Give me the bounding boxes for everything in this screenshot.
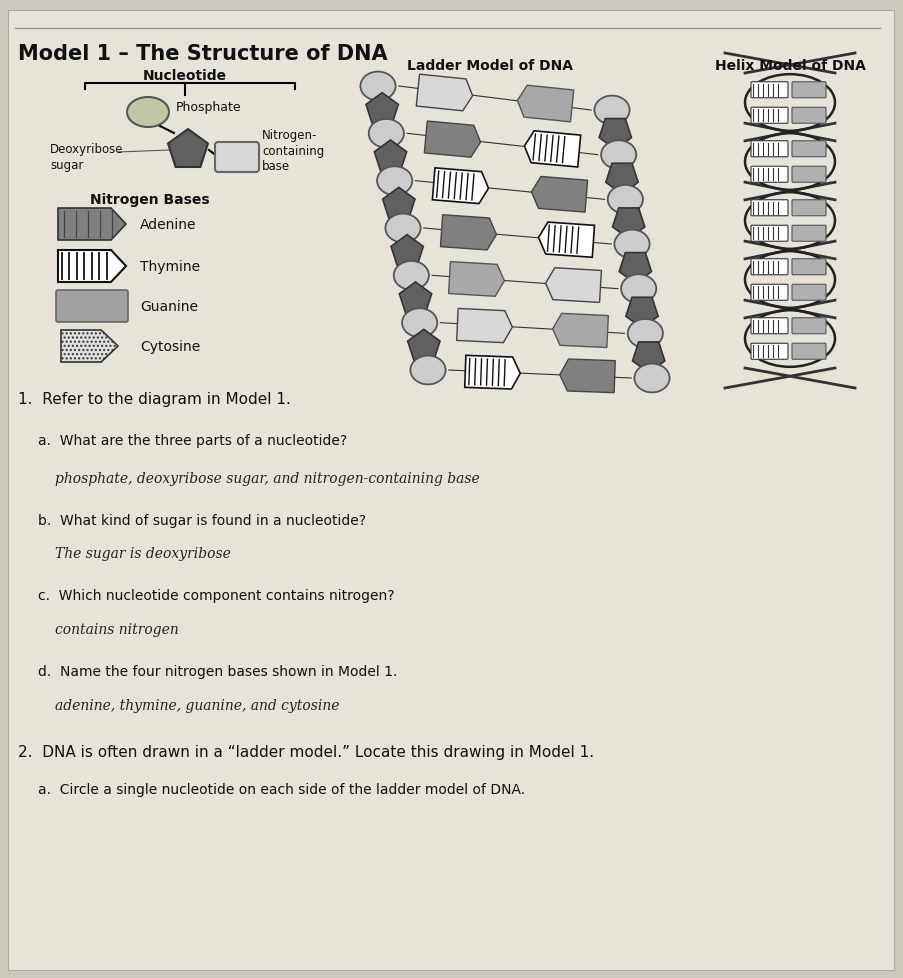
FancyBboxPatch shape bbox=[750, 226, 787, 242]
Polygon shape bbox=[440, 215, 496, 250]
Text: adenine, thymine, guanine, and cytosine: adenine, thymine, guanine, and cytosine bbox=[55, 698, 340, 712]
Polygon shape bbox=[432, 168, 488, 204]
Text: Helix Model of DNA: Helix Model of DNA bbox=[713, 59, 864, 73]
Text: Deoxyribose
sugar: Deoxyribose sugar bbox=[50, 143, 124, 171]
Polygon shape bbox=[605, 164, 638, 195]
FancyBboxPatch shape bbox=[750, 83, 787, 99]
Polygon shape bbox=[399, 283, 432, 313]
Text: Nitrogen Bases: Nitrogen Bases bbox=[90, 193, 209, 206]
Polygon shape bbox=[58, 208, 126, 241]
FancyBboxPatch shape bbox=[791, 109, 825, 124]
Polygon shape bbox=[625, 298, 657, 329]
Ellipse shape bbox=[402, 309, 437, 337]
Polygon shape bbox=[599, 119, 631, 151]
Text: Guanine: Guanine bbox=[140, 299, 198, 314]
Polygon shape bbox=[407, 330, 440, 361]
FancyBboxPatch shape bbox=[56, 290, 128, 323]
FancyBboxPatch shape bbox=[750, 167, 787, 183]
Text: d.  Name the four nitrogen bases shown in Model 1.: d. Name the four nitrogen bases shown in… bbox=[38, 664, 397, 679]
FancyBboxPatch shape bbox=[750, 319, 787, 334]
Polygon shape bbox=[619, 253, 651, 284]
Text: c.  Which nucleotide component contains nitrogen?: c. Which nucleotide component contains n… bbox=[38, 589, 394, 602]
Ellipse shape bbox=[620, 275, 656, 304]
Ellipse shape bbox=[627, 320, 662, 348]
FancyBboxPatch shape bbox=[8, 11, 893, 970]
Polygon shape bbox=[464, 356, 520, 389]
FancyBboxPatch shape bbox=[750, 285, 787, 301]
Polygon shape bbox=[456, 309, 512, 343]
Polygon shape bbox=[517, 86, 573, 122]
Ellipse shape bbox=[607, 186, 642, 214]
Text: Nucleotide: Nucleotide bbox=[143, 68, 227, 83]
Text: contains nitrogen: contains nitrogen bbox=[55, 622, 179, 637]
FancyBboxPatch shape bbox=[215, 143, 259, 173]
Ellipse shape bbox=[126, 98, 169, 128]
Polygon shape bbox=[531, 177, 587, 213]
Polygon shape bbox=[552, 314, 608, 348]
Text: Thymine: Thymine bbox=[140, 260, 200, 274]
Polygon shape bbox=[448, 262, 504, 297]
Ellipse shape bbox=[360, 72, 396, 102]
Ellipse shape bbox=[634, 364, 669, 393]
FancyBboxPatch shape bbox=[750, 259, 787, 276]
Polygon shape bbox=[424, 122, 480, 158]
Polygon shape bbox=[391, 236, 423, 266]
Text: 1.  Refer to the diagram in Model 1.: 1. Refer to the diagram in Model 1. bbox=[18, 391, 291, 407]
Polygon shape bbox=[61, 331, 118, 363]
FancyBboxPatch shape bbox=[791, 200, 825, 216]
FancyBboxPatch shape bbox=[791, 344, 825, 360]
Text: 2.  DNA is often drawn in a “ladder model.” Locate this drawing in Model 1.: 2. DNA is often drawn in a “ladder model… bbox=[18, 744, 593, 759]
Ellipse shape bbox=[377, 167, 412, 196]
Text: a.  Circle a single nucleotide on each side of the ladder model of DNA.: a. Circle a single nucleotide on each si… bbox=[38, 781, 525, 796]
Ellipse shape bbox=[410, 356, 445, 385]
Ellipse shape bbox=[614, 231, 649, 259]
FancyBboxPatch shape bbox=[791, 285, 825, 301]
Text: a.  What are the three parts of a nucleotide?: a. What are the three parts of a nucleot… bbox=[38, 433, 347, 448]
FancyBboxPatch shape bbox=[750, 109, 787, 124]
FancyBboxPatch shape bbox=[791, 226, 825, 242]
Text: b.  What kind of sugar is found in a nucleotide?: b. What kind of sugar is found in a nucl… bbox=[38, 513, 366, 527]
Text: Nitrogen-
containing
base: Nitrogen- containing base bbox=[262, 128, 324, 173]
Ellipse shape bbox=[600, 141, 636, 170]
FancyBboxPatch shape bbox=[750, 200, 787, 216]
Polygon shape bbox=[374, 141, 406, 171]
Polygon shape bbox=[415, 75, 472, 111]
FancyBboxPatch shape bbox=[750, 344, 787, 360]
FancyBboxPatch shape bbox=[750, 142, 787, 157]
Polygon shape bbox=[559, 360, 615, 393]
Text: Model 1 – The Structure of DNA: Model 1 – The Structure of DNA bbox=[18, 44, 387, 64]
Text: phosphate, deoxyribose sugar, and nitrogen-containing base: phosphate, deoxyribose sugar, and nitrog… bbox=[55, 471, 479, 485]
FancyBboxPatch shape bbox=[791, 259, 825, 276]
FancyBboxPatch shape bbox=[791, 142, 825, 157]
Polygon shape bbox=[524, 132, 580, 168]
Text: Adenine: Adenine bbox=[140, 218, 196, 232]
Ellipse shape bbox=[385, 214, 420, 244]
Polygon shape bbox=[168, 130, 208, 168]
FancyBboxPatch shape bbox=[791, 167, 825, 183]
Polygon shape bbox=[382, 188, 414, 219]
FancyBboxPatch shape bbox=[791, 319, 825, 334]
Polygon shape bbox=[58, 250, 126, 283]
Text: Ladder Model of DNA: Ladder Model of DNA bbox=[406, 59, 573, 73]
Ellipse shape bbox=[594, 97, 628, 125]
Polygon shape bbox=[538, 223, 594, 258]
Polygon shape bbox=[545, 268, 600, 303]
Text: The sugar is deoxyribose: The sugar is deoxyribose bbox=[55, 547, 230, 560]
Polygon shape bbox=[366, 94, 398, 124]
Text: Phosphate: Phosphate bbox=[176, 102, 241, 114]
Ellipse shape bbox=[394, 262, 428, 290]
Polygon shape bbox=[612, 208, 644, 240]
FancyBboxPatch shape bbox=[791, 83, 825, 99]
Polygon shape bbox=[632, 342, 664, 374]
Ellipse shape bbox=[368, 120, 404, 149]
Text: Cytosine: Cytosine bbox=[140, 339, 200, 354]
